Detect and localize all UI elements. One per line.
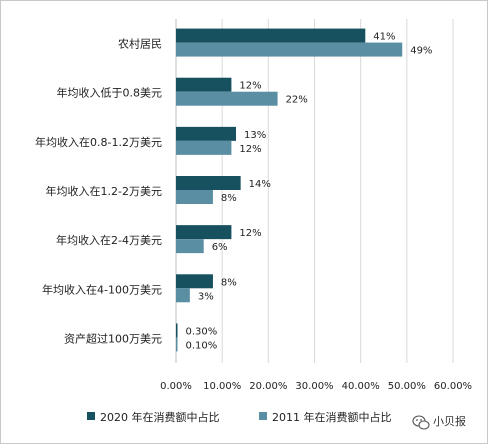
category-label: 资产超过100万美元 bbox=[64, 331, 162, 345]
data-label: 13% bbox=[244, 130, 266, 141]
data-label: 8% bbox=[221, 277, 237, 288]
legend-label: 2020 年在消费额中占比 bbox=[100, 410, 220, 424]
bar bbox=[176, 337, 178, 352]
x-tick-label: 10.00% bbox=[203, 381, 241, 392]
category-label: 年均收入在0.8-1.2万美元 bbox=[35, 135, 162, 149]
wechat-icon bbox=[412, 415, 430, 430]
gridlines bbox=[175, 19, 454, 363]
category-labels: 农村居民年均收入低于0.8美元年均收入在0.8-1.2万美元年均收入在1.2-2… bbox=[35, 37, 162, 346]
data-label: 0.30% bbox=[186, 326, 218, 337]
data-label: 49% bbox=[410, 46, 432, 57]
watermark: 小贝报 bbox=[412, 414, 466, 430]
data-label: 14% bbox=[249, 179, 271, 190]
legend-swatch bbox=[259, 412, 267, 420]
data-label: 3% bbox=[198, 291, 214, 302]
category-label: 年均收入低于0.8美元 bbox=[57, 86, 163, 100]
category-label: 年均收入在2-4万美元 bbox=[56, 233, 162, 247]
data-label: 8% bbox=[221, 193, 237, 204]
data-label: 12% bbox=[239, 144, 261, 155]
bar bbox=[176, 239, 204, 254]
legend-swatch bbox=[87, 412, 95, 420]
category-label: 农村居民 bbox=[118, 37, 162, 51]
bar bbox=[176, 288, 190, 303]
bar bbox=[176, 28, 366, 43]
bar bbox=[176, 126, 237, 141]
data-label: 0.10% bbox=[186, 340, 218, 351]
x-tick-labels: 0.00% 10.00% 20.00% 30.00% 40.00% 50.00% 60.00… bbox=[160, 381, 472, 392]
bar bbox=[176, 77, 232, 92]
data-labels: 41% 49% 12% 22% 13% 12% 14% 8% 12% 6% 8% 3% 0.30% 0.1… bbox=[186, 32, 433, 352]
x-tick-label: 50.00% bbox=[388, 381, 426, 392]
legend: 2020 年在消费额中占比 2011 年在消费额中占比 bbox=[87, 410, 392, 424]
watermark-text: 小贝报 bbox=[433, 414, 466, 428]
bar bbox=[176, 91, 278, 106]
bar bbox=[176, 323, 178, 338]
legend-label: 2011 年在消费额中占比 bbox=[272, 410, 392, 424]
bar bbox=[176, 176, 241, 190]
bars bbox=[176, 28, 403, 352]
bar bbox=[176, 140, 232, 155]
x-tick-label: 20.00% bbox=[249, 381, 287, 392]
data-label: 41% bbox=[373, 32, 395, 43]
x-tick-label: 0.00% bbox=[160, 381, 192, 392]
data-label: 12% bbox=[239, 228, 261, 239]
data-label: 12% bbox=[239, 81, 261, 92]
x-tick-label: 30.00% bbox=[295, 381, 333, 392]
bar bbox=[176, 42, 403, 57]
bar bbox=[176, 225, 232, 240]
bar bbox=[176, 190, 213, 204]
data-label: 6% bbox=[212, 242, 228, 253]
x-tick-label: 60.00% bbox=[434, 381, 472, 392]
category-label: 年均收入在1.2-2万美元 bbox=[46, 184, 162, 198]
category-label: 年均收入在4-100万美元 bbox=[42, 282, 162, 296]
x-tick-label: 40.00% bbox=[342, 381, 380, 392]
bar bbox=[176, 274, 213, 289]
data-label: 22% bbox=[286, 95, 308, 106]
